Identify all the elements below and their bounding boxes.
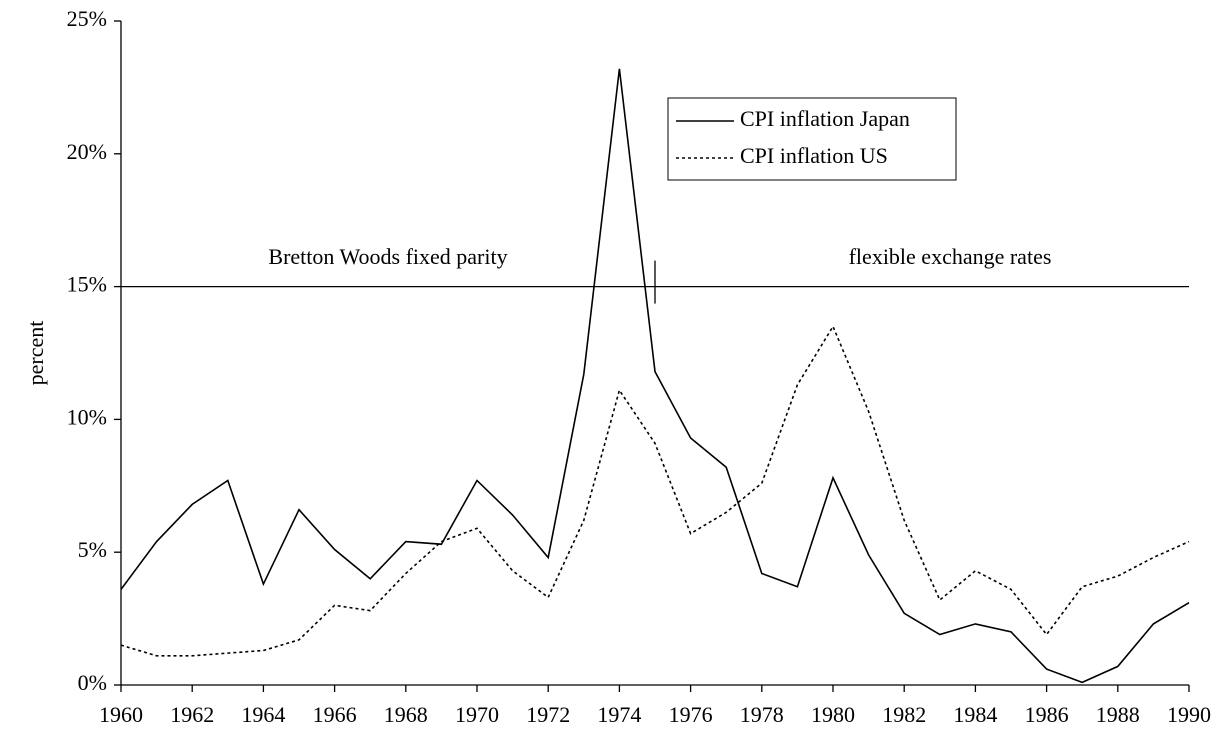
series-line: [120, 324, 1190, 657]
y-tick-label: 15%: [67, 272, 107, 297]
x-tick-label: 1986: [1025, 702, 1069, 727]
x-tick-label: 1960: [99, 702, 143, 727]
y-tick-label: 10%: [67, 404, 107, 429]
x-tick-label: 1990: [1167, 702, 1211, 727]
x-tick-label: 1982: [882, 702, 926, 727]
y-tick-label: 25%: [67, 6, 107, 31]
annotation: Bretton Woods fixed parity: [268, 244, 507, 269]
x-tick-label: 1970: [455, 702, 499, 727]
legend-label: CPI inflation US: [740, 143, 888, 168]
legend-label: CPI inflation Japan: [740, 106, 910, 131]
x-tick-label: 1984: [953, 702, 997, 727]
x-tick-label: 1974: [597, 702, 641, 727]
x-tick-label: 1962: [170, 702, 214, 727]
y-tick-label: 0%: [78, 670, 107, 695]
x-tick-label: 1972: [526, 702, 570, 727]
x-tick-label: 1976: [669, 702, 713, 727]
x-tick-label: 1988: [1096, 702, 1140, 727]
series-line: [120, 68, 1190, 684]
x-tick-label: 1978: [740, 702, 784, 727]
legend-box: [667, 97, 957, 181]
y-tick-label: 5%: [78, 537, 107, 562]
x-tick-label: 1980: [811, 702, 855, 727]
x-tick-label: 1968: [384, 702, 428, 727]
y-tick-label: 20%: [67, 139, 107, 164]
x-tick-label: 1964: [241, 702, 285, 727]
x-tick-label: 1966: [313, 702, 357, 727]
annotation: flexible exchange rates: [849, 244, 1052, 269]
y-axis-label: percent: [23, 321, 48, 386]
